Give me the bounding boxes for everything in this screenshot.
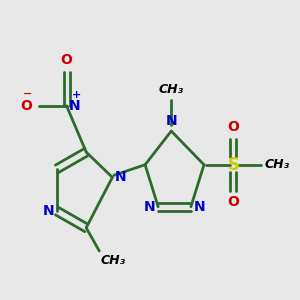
Text: CH₃: CH₃ [101, 254, 126, 267]
Text: N: N [43, 204, 54, 218]
Text: O: O [20, 99, 32, 113]
Text: +: + [72, 90, 81, 100]
Text: −: − [23, 89, 32, 99]
Text: N: N [144, 200, 156, 214]
Text: S: S [227, 156, 239, 174]
Text: O: O [227, 120, 239, 134]
Text: N: N [69, 99, 81, 113]
Text: N: N [166, 114, 177, 128]
Text: O: O [227, 195, 239, 209]
Text: CH₃: CH₃ [265, 158, 290, 171]
Text: N: N [115, 170, 127, 184]
Text: N: N [194, 200, 205, 214]
Text: CH₃: CH₃ [159, 83, 184, 96]
Text: O: O [61, 53, 73, 67]
